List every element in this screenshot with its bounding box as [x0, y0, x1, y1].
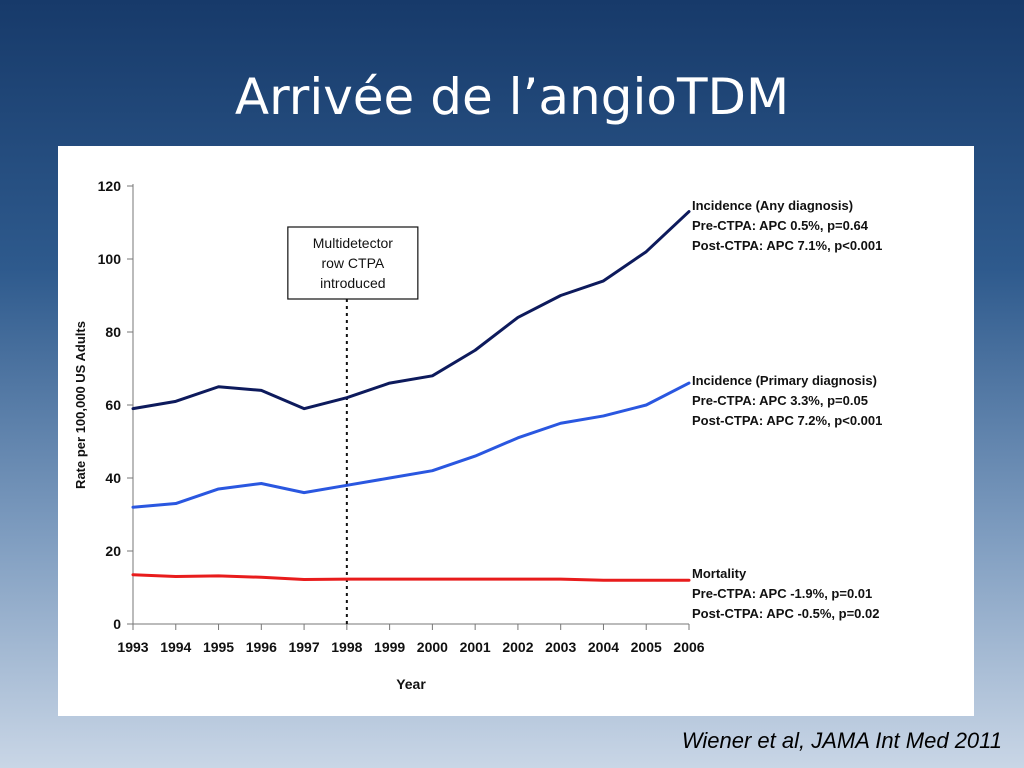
y-tick-label: 120 [98, 178, 122, 194]
chart-series [131, 210, 691, 582]
series-annotations: Incidence (Any diagnosis) Pre-CTPA: APC 0… [692, 198, 882, 621]
series-line-0 [131, 210, 691, 411]
citation: Wiener et al, JAMA Int Med 2011 [681, 728, 1002, 753]
x-tick-label: 2005 [631, 639, 662, 655]
x-tick-label: 1994 [160, 639, 191, 655]
slide-title: Arrivée de l’angioTDM [234, 68, 790, 126]
x-tick-label: 1999 [374, 639, 405, 655]
chart-axes: 0 20 40 60 80 100 120 1993 1994 1995 1996 1997 1998 1… [73, 178, 705, 692]
y-tick-label: 80 [105, 324, 121, 340]
series-line-2 [131, 573, 691, 582]
y-tick-label: 60 [105, 397, 121, 413]
x-tick-label: 1993 [117, 639, 148, 655]
series-label-2: Mortality [692, 566, 747, 581]
x-tick-label: 1996 [246, 639, 277, 655]
annotation-text: Multidetector [313, 235, 393, 251]
x-axis-label: Year [396, 676, 426, 692]
annotation-text: row CTPA [321, 255, 384, 271]
series-label-1: Incidence (Primary diagnosis) [692, 373, 877, 388]
series-label-0: Incidence (Any diagnosis) [692, 198, 853, 213]
ctpa-introduction-marker: Multidetector row CTPA introduced [287, 226, 419, 624]
x-tick-label: 1995 [203, 639, 234, 655]
series-note: Post-CTPA: APC -0.5%, p=0.02 [692, 606, 879, 621]
y-tick-label: 20 [105, 543, 121, 559]
x-tick-label: 2000 [417, 639, 448, 655]
y-tick-label: 0 [113, 616, 121, 632]
series-note: Pre-CTPA: APC -1.9%, p=0.01 [692, 586, 872, 601]
y-tick-label: 100 [98, 251, 122, 267]
x-tick-label: 1998 [331, 639, 362, 655]
annotation-box [287, 226, 419, 300]
x-tick-label: 2002 [502, 639, 533, 655]
x-tick-label: 1997 [288, 639, 319, 655]
x-tick-label: 2001 [460, 639, 491, 655]
series-note: Post-CTPA: APC 7.1%, p<0.001 [692, 238, 882, 253]
y-axis-label: Rate per 100,000 US Adults [73, 321, 88, 489]
annotation-text: introduced [320, 275, 385, 291]
series-note: Post-CTPA: APC 7.2%, p<0.001 [692, 413, 882, 428]
series-note: Pre-CTPA: APC 0.5%, p=0.64 [692, 218, 869, 233]
y-tick-label: 40 [105, 470, 121, 486]
chart-panel: 0 20 40 60 80 100 120 1993 1994 1995 1996 1997 1998 1… [58, 146, 974, 716]
x-tick-label: 2003 [545, 639, 576, 655]
x-tick-label: 2004 [588, 639, 619, 655]
series-line-1 [131, 381, 691, 509]
series-note: Pre-CTPA: APC 3.3%, p=0.05 [692, 393, 868, 408]
line-chart: 0 20 40 60 80 100 120 1993 1994 1995 1996 1997 1998 1… [73, 178, 882, 692]
x-tick-label: 2006 [673, 639, 704, 655]
